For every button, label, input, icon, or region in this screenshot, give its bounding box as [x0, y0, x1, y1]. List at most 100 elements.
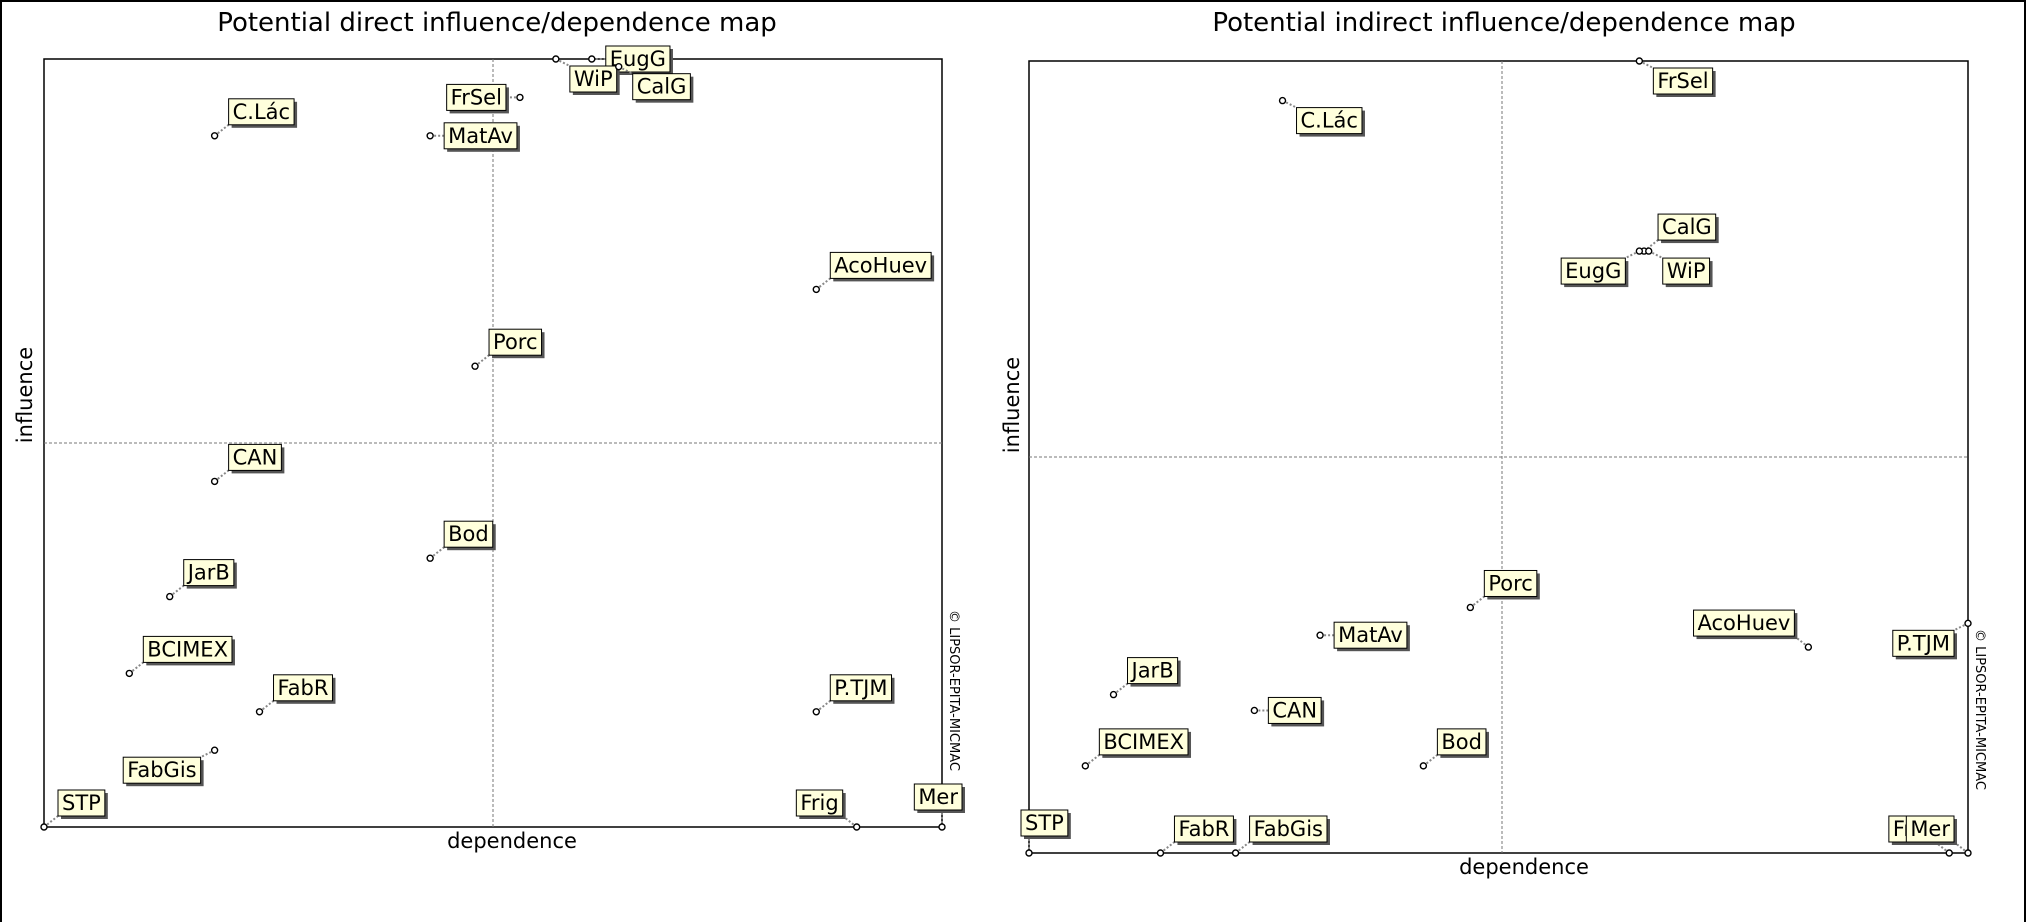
direct-point-matav: MatAv: [426, 122, 520, 152]
direct-point-can: CAN: [210, 443, 285, 486]
indirect-leader-wip: [1648, 250, 1664, 259]
direct-leader-wip: [555, 58, 571, 67]
indirect-label-box-bcimex: [1098, 728, 1189, 756]
indirect-label-box-fabr: [1173, 815, 1234, 843]
direct-marker-frig: [852, 823, 861, 831]
direct-marker-matav: [426, 132, 434, 140]
direct-leader-ptjm: [815, 700, 831, 713]
indirect-point-matav: MatAv: [1316, 621, 1410, 652]
direct-point-label-fabgis: FabGis: [127, 758, 196, 782]
indirect-point-jarb: JarB: [1109, 657, 1181, 699]
indirect-marker-can: [1250, 706, 1259, 715]
indirect-point-label-can: CAN: [1272, 698, 1317, 722]
indirect-label-box-eugg: [1560, 257, 1626, 285]
direct-label-box-frig: [795, 789, 844, 817]
direct-marker-eugg: [588, 55, 596, 63]
indirect-map-points: FrSel C.Lác CalG WiP EugG Porc AcoHuev P.TJM Mat…: [1020, 57, 1972, 857]
indirect-label-box-calg: [1657, 213, 1717, 241]
indirect-marker-matav: [1316, 631, 1324, 639]
indirect-label-box-fabgis: [1249, 815, 1328, 843]
direct-point-label-wip: WiP: [574, 67, 613, 91]
direct-point-bcimex: BCIMEX: [125, 635, 235, 678]
direct-x-axis-label: dependence: [447, 829, 577, 853]
indirect-leader-bcimex: [1084, 754, 1100, 767]
direct-marker-frsel: [516, 93, 524, 102]
indirect-point-acohuev: AcoHuev: [1693, 609, 1813, 651]
indirect-marker-acohuev: [1804, 643, 1813, 651]
indirect-map-panel: Potential indirect influence/dependence …: [988, 0, 2026, 922]
indirect-point-label-porc: Porc: [1488, 571, 1532, 595]
indirect-marker-bod: [1419, 762, 1428, 770]
indirect-leader-clc: [1282, 99, 1297, 109]
indirect-point-stp: STP: [1020, 809, 1071, 857]
indirect-point-mer: Mer: [1905, 815, 1972, 857]
indirect-point-ptjm: P.TJM: [1892, 619, 1972, 660]
direct-point-calg: CalG: [615, 62, 694, 103]
direct-leader-fabgis: [200, 749, 216, 759]
indirect-point-label-wip: WiP: [1667, 259, 1706, 283]
indirect-leader-frig: [1934, 841, 1950, 854]
indirect-point-fabgis: FabGis: [1231, 815, 1330, 857]
direct-leader-bcimex: [128, 661, 144, 675]
indirect-point-label-stp: STP: [1025, 811, 1064, 835]
direct-point-wip: WiP: [552, 55, 620, 95]
direct-marker-fabr: [255, 708, 264, 716]
indirect-leader-fabr: [1159, 841, 1176, 854]
indirect-point-label-clc: C.Lác: [1301, 109, 1358, 133]
indirect-point-label-matav: MatAv: [1338, 623, 1403, 647]
direct-marker-jarb: [166, 592, 174, 601]
direct-label-box-jarb: [183, 559, 235, 587]
direct-map-title: Potential direct influence/dependence ma…: [217, 8, 777, 38]
indirect-point-label-bod: Bod: [1441, 730, 1482, 754]
indirect-x-axis-label: dependence: [1459, 855, 1589, 879]
direct-marker-stp: [40, 823, 48, 831]
indirect-marker-stp: [1025, 849, 1033, 857]
indirect-marker-frig: [1945, 849, 1953, 857]
direct-point-frsel: FrSel: [446, 83, 524, 114]
indirect-point-wip: WiP: [1645, 247, 1713, 288]
indirect-point-label-bcimex: BCIMEX: [1103, 730, 1184, 754]
direct-label-box-porc: [488, 328, 543, 356]
indirect-point-label-frsel: FrSel: [1657, 69, 1708, 93]
direct-point-label-acohuev: AcoHuev: [834, 253, 927, 277]
direct-y-axis-label: influence: [13, 347, 37, 443]
direct-point-label-bod: Bod: [448, 522, 489, 546]
direct-label-box-fabgis: [122, 756, 202, 784]
direct-leader-porc: [474, 354, 490, 367]
indirect-point-label-calg: CalG: [1662, 215, 1712, 239]
indirect-point-frsel: FrSel: [1635, 57, 1716, 97]
direct-point-stp: STP: [40, 789, 108, 831]
indirect-label-box-matav: [1333, 621, 1408, 649]
direct-map-chart: Potential direct influence/dependence ma…: [13, 8, 965, 853]
direct-point-bod: Bod: [426, 520, 496, 562]
indirect-label-box-stp: [1020, 809, 1069, 837]
direct-marker-calg: [615, 62, 623, 71]
indirect-point-label-fabgis: FabGis: [1254, 817, 1323, 841]
indirect-label-box-acohuev: [1693, 609, 1795, 637]
direct-point-clc: C.Lác: [210, 98, 298, 140]
indirect-label-box-mer: [1905, 815, 1955, 843]
indirect-marker-porc: [1466, 603, 1475, 612]
indirect-marker-eugg: [1635, 247, 1644, 255]
indirect-map-title: Potential indirect influence/dependence …: [1212, 8, 1795, 38]
indirect-leader-bod: [1422, 754, 1438, 767]
direct-copyright: © LIPSOR-EPITA-MICMAC: [946, 610, 961, 771]
indirect-leader-ptjm: [1953, 622, 1969, 632]
direct-point-jarb: JarB: [166, 559, 237, 601]
direct-point-label-frig: Frig: [800, 791, 838, 815]
direct-label-box-matav: [443, 122, 518, 150]
direct-point-label-can: CAN: [233, 445, 278, 469]
indirect-marker-wip: [1645, 247, 1653, 255]
direct-point-fabr: FabR: [255, 674, 336, 716]
direct-label-box-mer: [913, 783, 963, 811]
indirect-label-box-clc: [1296, 107, 1363, 135]
direct-label-box-can: [228, 443, 282, 471]
indirect-point-label-mer: Mer: [1910, 817, 1950, 841]
indirect-point-label-fabr: FabR: [1178, 817, 1229, 841]
direct-label-box-bcimex: [142, 635, 233, 663]
indirect-leader-fabgis: [1234, 841, 1251, 854]
indirect-marker-mer: [1964, 849, 1972, 857]
direct-point-label-porc: Porc: [493, 330, 537, 354]
indirect-marker-bcimex: [1081, 762, 1090, 770]
